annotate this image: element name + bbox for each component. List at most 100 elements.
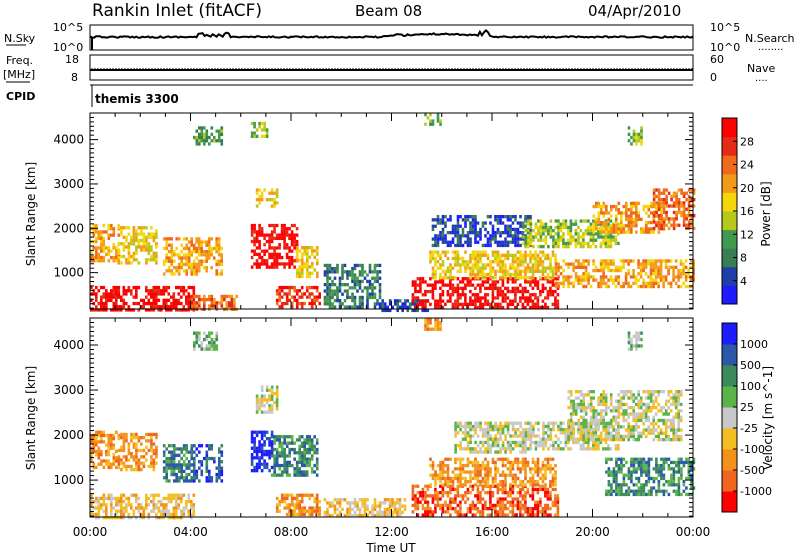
scatter-cell [145, 432, 148, 437]
scatter-cell [634, 275, 638, 279]
scatter-cell [142, 506, 146, 510]
scatter-cell [311, 249, 314, 253]
scatter-cell [318, 295, 321, 299]
scatter-cell [501, 487, 505, 492]
scatter-cell [652, 194, 656, 199]
scatter-cell [185, 463, 188, 467]
scatter-cell [509, 494, 512, 498]
scatter-cell [308, 265, 312, 269]
scatter-cell [657, 281, 660, 285]
scatter-cell [346, 510, 349, 515]
scatter-cell [125, 458, 128, 462]
scatter-cell [446, 240, 450, 244]
scatter-cell [172, 472, 176, 477]
scatter-cell [315, 493, 319, 497]
scatter-cell [160, 500, 163, 504]
scatter-cell [647, 220, 651, 225]
scatter-cell [190, 469, 194, 473]
scatter-cell [112, 443, 116, 447]
scatter-cell [471, 464, 475, 468]
scatter-cell [182, 453, 186, 457]
scatter-cell [531, 299, 535, 303]
scatter-cell [456, 293, 460, 297]
scatter-cell [140, 229, 143, 233]
scatter-cell [486, 253, 490, 257]
scatter-cell [627, 132, 631, 136]
scatter-cell [250, 227, 254, 231]
scatter-cell [514, 299, 517, 303]
scatter-cell [378, 289, 382, 293]
scatter-cell [562, 235, 565, 239]
scatter-cell [182, 460, 186, 464]
scatter-cell [557, 245, 560, 249]
scatter-cell [117, 289, 121, 293]
scatter-cell [401, 305, 404, 309]
scatter-cell [120, 432, 123, 437]
scatter-cell [182, 509, 186, 513]
scatter-cell [471, 215, 475, 219]
scatter-cell [544, 235, 548, 239]
scatter-cell [630, 204, 633, 209]
scatter-cell [195, 269, 198, 273]
scatter-cell [137, 238, 141, 243]
scatter-cell [310, 285, 314, 290]
scatter-cell [645, 227, 648, 231]
scatter-cell [414, 503, 417, 508]
scatter-cell [107, 298, 111, 302]
scatter-cell [519, 289, 522, 294]
scatter-cell [117, 259, 121, 263]
scatter-cell [426, 289, 430, 294]
scatter-cell [534, 507, 537, 511]
scatter-cell [516, 286, 520, 290]
scatter-cell [687, 210, 691, 215]
scatter-cell [679, 259, 683, 263]
scatter-cell [539, 222, 543, 226]
scatter-cell [263, 449, 266, 454]
scatter-cell [461, 260, 465, 264]
scatter-cell [474, 467, 477, 471]
scatter-cell [182, 305, 186, 309]
scatter-cell [541, 510, 545, 514]
scatter-cell [554, 487, 557, 492]
scatter-cell [328, 295, 332, 300]
scatter-cell [466, 507, 470, 511]
scatter-cell [547, 245, 550, 249]
scatter-cell [127, 232, 131, 236]
scatter-cell [368, 283, 372, 287]
scatter-cell [519, 480, 522, 484]
scatter-cell [195, 135, 199, 140]
scatter-cell [213, 139, 216, 143]
scatter-cell [190, 237, 193, 241]
scatter-cell [481, 269, 485, 273]
scatter-cell [650, 201, 653, 205]
scatter-cell [649, 268, 653, 273]
scatter-cell [429, 507, 432, 511]
scatter-cell [102, 459, 106, 463]
scatter-cell [439, 221, 442, 225]
scatter-cell [514, 237, 517, 241]
scatter-cell [446, 467, 450, 471]
scatter-cell [368, 510, 372, 515]
scatter-cell [615, 204, 618, 209]
scatter-cell [130, 238, 133, 243]
scatter-cell [338, 510, 342, 515]
scatter-cell [157, 292, 161, 296]
scatter-cell [210, 132, 214, 136]
scatter-cell [511, 260, 515, 264]
scatter-cell [582, 238, 585, 242]
scatter-cell [514, 286, 517, 290]
scatter-cell [421, 513, 425, 517]
scatter-cell [622, 262, 625, 266]
scatter-cell [208, 476, 211, 480]
scatter-cell [609, 219, 613, 223]
scatter-cell [496, 286, 500, 290]
scatter-cell [476, 269, 480, 273]
scatter-cell [112, 243, 116, 247]
scatter-cell [662, 198, 666, 202]
scatter-cell [175, 503, 178, 507]
scatter-cell [260, 397, 264, 401]
scatter-cell [288, 255, 291, 260]
scatter-cell [454, 450, 457, 454]
scatter-cell [471, 487, 475, 492]
scatter-cell [110, 500, 113, 504]
